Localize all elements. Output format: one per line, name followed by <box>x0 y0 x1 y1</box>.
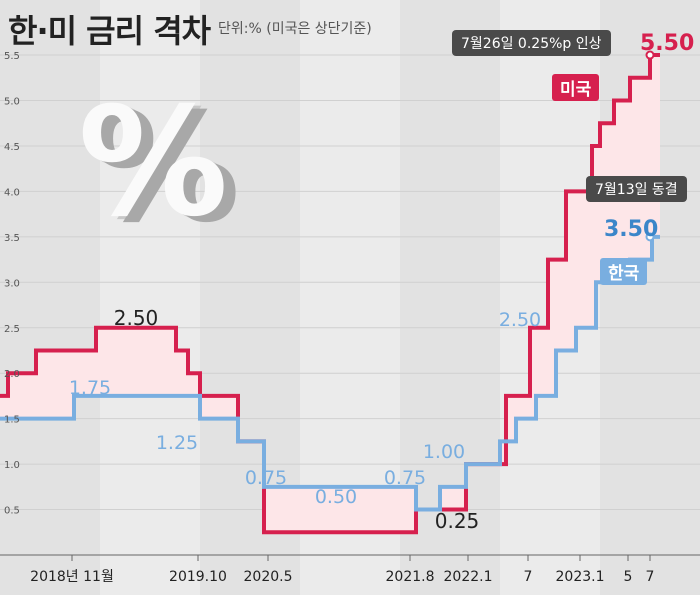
y-tick-label: 3.0 <box>4 278 20 289</box>
chart-title: 한·미 금리 격차 <box>8 12 211 50</box>
us-annotation: 7월26일 0.25%p 인상 <box>452 30 611 56</box>
korea-label: 한국 <box>600 258 648 285</box>
x-tick-label: 2020.5 <box>244 569 293 585</box>
korea-end-point <box>645 232 655 242</box>
us-end-value: 5.50 <box>640 31 695 56</box>
x-tick-label: 2019.10 <box>169 569 227 585</box>
x-tick-label: 2021.8 <box>386 569 435 585</box>
korea-value-label: 0.75 <box>384 467 426 489</box>
x-axis-ticks: 2018년 11월 2019.10 2020.5 2021.8 2022.1 7 2023.… <box>30 555 654 585</box>
y-tick-label: 5.0 <box>4 97 20 108</box>
y-tick-label: 2.0 <box>4 369 20 380</box>
background-band <box>0 0 100 595</box>
korea-value-label: 1.75 <box>69 377 111 399</box>
korea-rate-line <box>0 234 660 512</box>
x-tick-label: 7 <box>646 569 655 585</box>
x-tick-label: 2018년 11월 <box>30 569 114 585</box>
x-tick-label: 2023.1 <box>556 569 605 585</box>
y-tick-label: 2.5 <box>4 324 20 335</box>
x-tick-label: 2022.1 <box>444 569 493 585</box>
y-tick-label: 1.5 <box>4 415 20 426</box>
korea-annotation: 7월13일 동결 <box>586 176 687 202</box>
y-tick-label: 1.0 <box>4 460 20 471</box>
y-tick-label: 0.5 <box>4 506 20 517</box>
korea-end-value: 3.50 <box>604 217 659 242</box>
korea-value-label: 1.00 <box>423 441 465 463</box>
us-label: 미국 <box>552 74 600 101</box>
korea-value-label: 0.75 <box>245 467 287 489</box>
unit-note: 단위:% (미국은 상단기준) <box>218 21 372 37</box>
y-tick-label: 4.5 <box>4 142 20 153</box>
korea-value-label: 1.25 <box>156 432 198 454</box>
x-tick-label: 5 <box>624 569 633 585</box>
x-tick-label: 7 <box>524 569 533 585</box>
y-axis-ticks: 0.5 1.0 1.5 2.0 2.5 3.0 3.5 4.0 4.5 5.0 5.5 <box>4 51 20 517</box>
korea-value-label: 2.50 <box>499 309 541 331</box>
y-tick-label: 3.5 <box>4 233 20 244</box>
us-value-label: 0.25 <box>435 509 480 533</box>
y-tick-label: 4.0 <box>4 187 20 198</box>
us-end-point <box>645 50 655 60</box>
percent-decoration-icon: % <box>78 76 229 250</box>
y-tick-label: 5.5 <box>4 51 20 62</box>
us-value-label: 2.50 <box>114 306 159 330</box>
background-band <box>100 0 200 595</box>
value-labels: 2.50 0.25 1.75 1.25 0.75 0.50 0.75 1.00 2.50 <box>69 306 541 533</box>
korea-value-label: 0.50 <box>315 486 357 508</box>
